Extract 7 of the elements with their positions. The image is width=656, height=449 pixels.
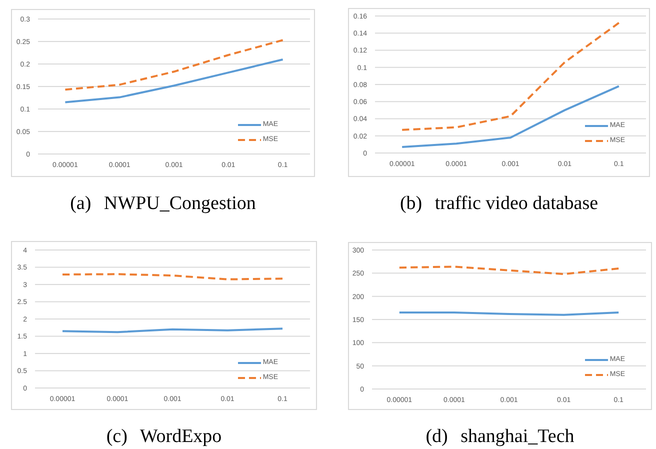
line-series <box>64 39 284 91</box>
text: (d) shanghai_Tech <box>426 426 574 447</box>
line-series <box>64 58 284 104</box>
text: (a) NWPU_Congestion <box>70 193 256 214</box>
text: (b) traffic video database <box>400 193 598 214</box>
line-series <box>398 266 620 276</box>
text: (c) WordExpo <box>106 426 222 447</box>
